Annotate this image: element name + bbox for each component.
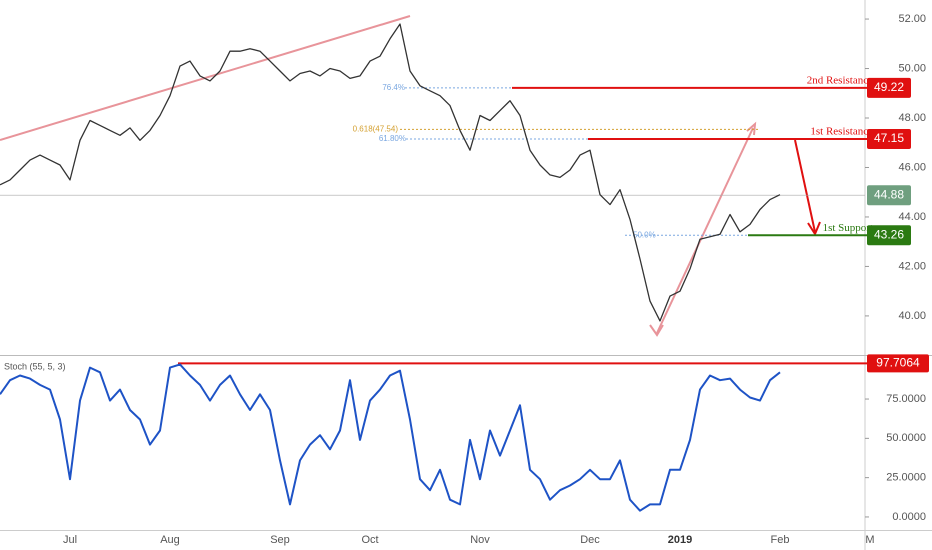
price-line bbox=[0, 23, 781, 322]
stoch-level-value: 97.7064 bbox=[876, 356, 920, 370]
target-arrowhead bbox=[807, 221, 821, 237]
y-tick-label: 48.00 bbox=[898, 112, 926, 124]
x-tick-label: Sep bbox=[270, 534, 290, 546]
indicator-title: Stoch (55, 5, 3) bbox=[4, 361, 66, 371]
level-value: 47.15 bbox=[874, 131, 904, 145]
x-tick-label: Feb bbox=[771, 534, 790, 546]
x-tick-label: Jul bbox=[63, 534, 77, 546]
y-tick-label: 25.0000 bbox=[886, 472, 926, 484]
x-tick-label: Nov bbox=[470, 534, 490, 546]
level-name: 2nd Resistance bbox=[807, 74, 873, 86]
y-tick-label: 50.00 bbox=[898, 62, 926, 74]
fib-label: 0.618(47.54) bbox=[353, 124, 399, 133]
low-arrowhead bbox=[649, 324, 664, 337]
level-value: 43.26 bbox=[874, 227, 904, 241]
level-name: 1st Support bbox=[823, 222, 873, 234]
y-tick-label: 52.00 bbox=[898, 13, 926, 25]
stoch-line bbox=[0, 363, 781, 512]
projection-line bbox=[656, 127, 754, 334]
y-tick-label: 46.00 bbox=[898, 161, 926, 173]
last-price-label: 44.88 bbox=[874, 187, 904, 201]
projection-arrowhead bbox=[746, 121, 757, 136]
level-box bbox=[867, 77, 911, 98]
level-value: 49.22 bbox=[874, 80, 904, 94]
y-tick-label: 44.00 bbox=[898, 211, 926, 223]
x-tick-label: Oct bbox=[361, 534, 378, 546]
x-tick-label: Dec bbox=[580, 534, 600, 546]
fib-label: 76.4% bbox=[382, 83, 405, 92]
fib-label: 61.80% bbox=[379, 134, 406, 143]
y-tick-label: 0.0000 bbox=[892, 511, 926, 523]
last-price-box bbox=[867, 185, 911, 206]
level-box bbox=[867, 225, 911, 246]
level-name: 1st Resistance bbox=[810, 126, 873, 138]
x-tick-label: M bbox=[865, 534, 874, 546]
x-tick-label: 2019 bbox=[668, 534, 692, 546]
level-box bbox=[867, 129, 911, 150]
stoch-level-box bbox=[867, 354, 929, 373]
y-tick-label: 50.0000 bbox=[886, 432, 926, 444]
x-tick-label: Aug bbox=[160, 534, 180, 546]
target-arrow bbox=[794, 139, 816, 233]
y-tick-label: 42.00 bbox=[898, 260, 926, 272]
y-tick-label: 75.0000 bbox=[886, 393, 926, 405]
y-tick-label: 40.00 bbox=[898, 310, 926, 322]
fib-label: 50.0% bbox=[633, 230, 656, 239]
